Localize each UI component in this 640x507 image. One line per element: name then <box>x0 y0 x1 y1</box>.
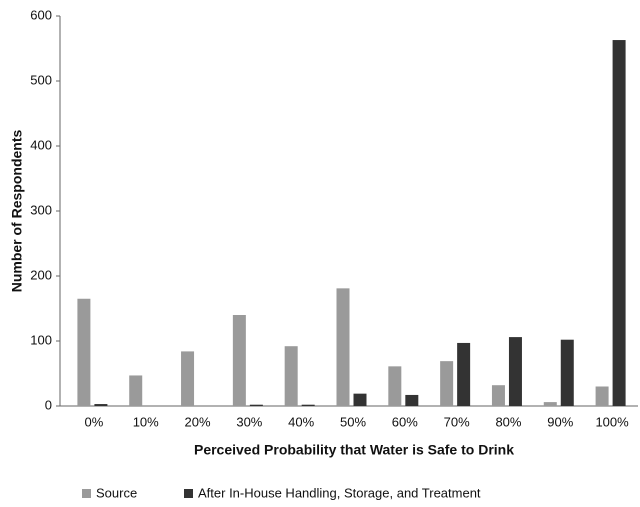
bar <box>249 404 263 406</box>
y-axis-label: Number of Respondents <box>9 130 25 293</box>
legend-label: After In-House Handling, Storage, and Tr… <box>198 485 481 500</box>
bar <box>612 40 626 407</box>
x-tick-label: 0% <box>85 414 104 429</box>
legend-swatch <box>184 489 193 498</box>
bar <box>543 402 557 406</box>
bar <box>595 386 609 406</box>
bar <box>440 361 454 406</box>
legend-label: Source <box>96 485 137 500</box>
x-tick-label: 100% <box>595 414 629 429</box>
bar <box>301 404 315 406</box>
x-tick-label: 20% <box>185 414 211 429</box>
bar <box>336 288 350 406</box>
x-tick-label: 60% <box>392 414 418 429</box>
y-tick-label: 100 <box>30 332 52 347</box>
y-tick-label: 600 <box>30 7 52 22</box>
y-tick-label: 200 <box>30 267 52 282</box>
y-tick-label: 500 <box>30 72 52 87</box>
bar <box>232 315 246 406</box>
bar <box>77 298 91 406</box>
legend-swatch <box>82 489 91 498</box>
bar <box>353 393 367 406</box>
x-tick-label: 80% <box>495 414 521 429</box>
x-tick-label: 70% <box>444 414 470 429</box>
y-tick-label: 400 <box>30 137 52 152</box>
x-tick-label: 40% <box>288 414 314 429</box>
bar <box>560 339 574 406</box>
x-tick-label: 50% <box>340 414 366 429</box>
bar <box>508 337 522 406</box>
x-tick-label: 30% <box>236 414 262 429</box>
x-tick-label: 90% <box>547 414 573 429</box>
x-axis-label: Perceived Probability that Water is Safe… <box>194 442 514 458</box>
bar <box>457 342 471 406</box>
bar <box>94 404 108 406</box>
bar <box>388 366 402 406</box>
bar <box>405 394 419 406</box>
bar <box>181 351 195 406</box>
y-tick-label: 300 <box>30 202 52 217</box>
bar <box>284 346 298 406</box>
y-tick-label: 0 <box>45 397 52 412</box>
bar <box>129 375 143 406</box>
bar <box>491 385 505 406</box>
x-tick-label: 10% <box>133 414 159 429</box>
